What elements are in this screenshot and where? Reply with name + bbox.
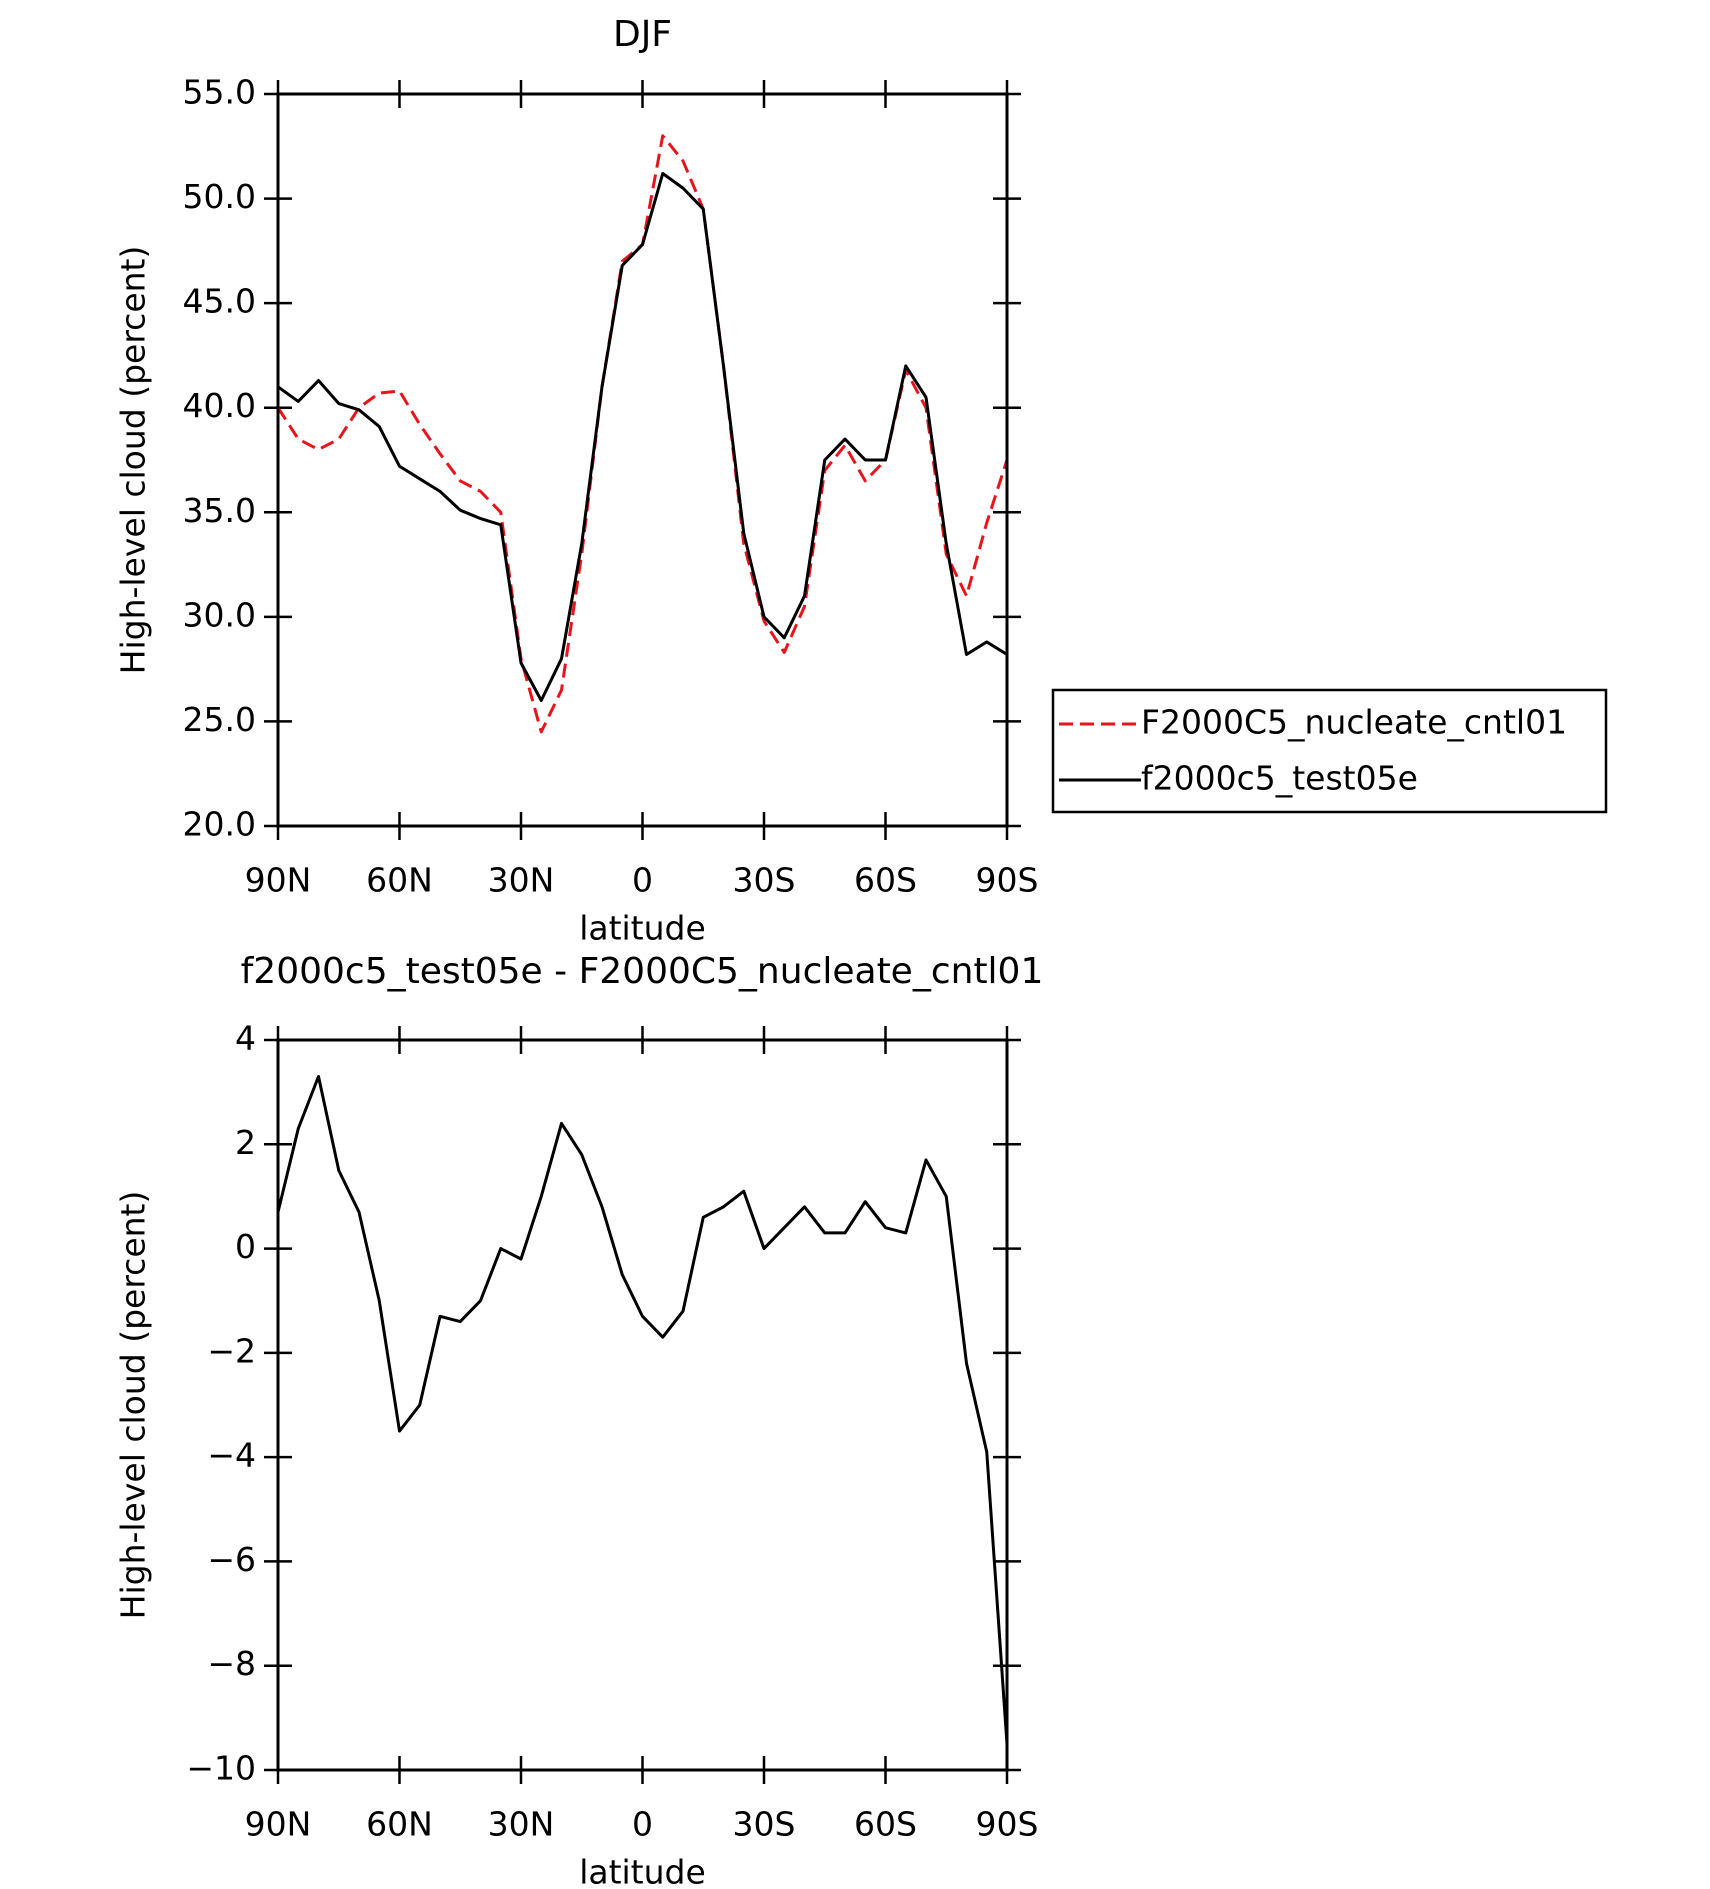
- y-tick-label: −10: [186, 1749, 256, 1788]
- series-line: [276, 134, 1009, 734]
- chart-title: DJF: [613, 14, 672, 55]
- y-tick-label: 30.0: [183, 595, 256, 634]
- y-tick-label: 2: [235, 1123, 256, 1162]
- y-tick-label: 45.0: [183, 282, 256, 321]
- x-tick-label: 60S: [854, 861, 917, 900]
- y-tick-label: 55.0: [183, 73, 256, 112]
- series-line: [277, 171, 1008, 703]
- legend-box: [1051, 688, 1608, 814]
- y-tick-label: 4: [235, 1019, 256, 1058]
- y-axis-label: High-level cloud (percent): [114, 246, 153, 675]
- x-tick-label: 90S: [976, 861, 1039, 900]
- series-line: [276, 1075, 1009, 1745]
- y-tick-label: −2: [207, 1331, 256, 1370]
- y-tick-label: 40.0: [183, 386, 256, 425]
- y-tick-label: 20.0: [183, 805, 256, 844]
- y-tick-label: 50.0: [183, 177, 256, 216]
- y-tick-label: −6: [207, 1540, 256, 1579]
- legend-label: F2000C5_nucleate_cntl01: [1141, 703, 1567, 742]
- y-axis-label: High-level cloud (percent): [114, 1191, 153, 1620]
- x-tick-label: 60S: [854, 1805, 917, 1844]
- y-tick-label: −8: [207, 1644, 256, 1683]
- x-axis-label: latitude: [579, 909, 706, 948]
- x-tick-label: 30S: [733, 1805, 796, 1844]
- x-tick-label: 60N: [366, 1805, 433, 1844]
- x-tick-label: 0: [632, 1805, 653, 1844]
- y-tick-label: −4: [207, 1436, 256, 1475]
- x-tick-label: 90N: [245, 1805, 312, 1844]
- legend-label: f2000c5_test05e: [1141, 759, 1418, 798]
- x-tick-label: 30N: [488, 1805, 555, 1844]
- x-tick-label: 30N: [488, 861, 555, 900]
- x-tick-label: 90N: [245, 861, 312, 900]
- y-tick-label: 25.0: [183, 700, 256, 739]
- y-tick-label: 0: [235, 1227, 256, 1266]
- x-tick-label: 30S: [733, 861, 796, 900]
- x-tick-label: 90S: [976, 1805, 1039, 1844]
- chart-title: f2000c5_test05e - F2000C5_nucleate_cntl0…: [241, 951, 1044, 992]
- x-tick-label: 60N: [366, 861, 433, 900]
- plot-frame: [276, 1038, 1009, 1772]
- plot-frame: [276, 92, 1009, 828]
- y-tick-label: 35.0: [183, 491, 256, 530]
- x-tick-label: 0: [632, 861, 653, 900]
- x-axis-label: latitude: [579, 1853, 706, 1889]
